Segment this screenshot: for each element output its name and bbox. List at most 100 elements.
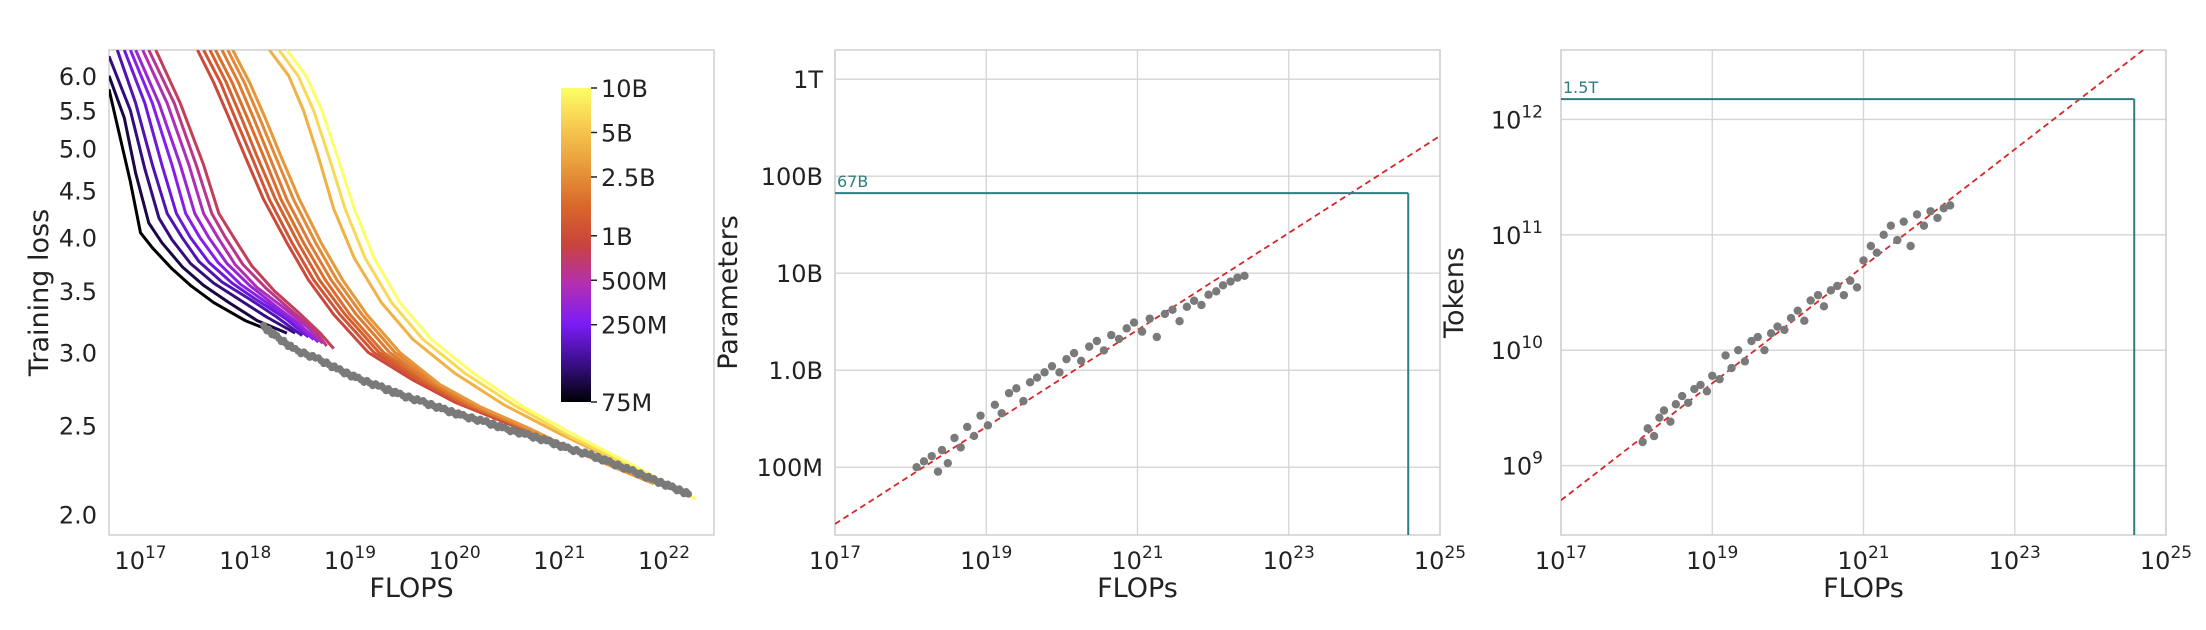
y-tick-label: 4.0 bbox=[59, 225, 97, 253]
y-tick-label: 5.0 bbox=[59, 136, 97, 164]
plot-area bbox=[835, 135, 1440, 535]
data-point bbox=[1099, 346, 1109, 355]
x-tick-label: 1018 bbox=[219, 543, 271, 575]
data-point bbox=[1683, 398, 1693, 407]
optimal-label: 67B bbox=[837, 172, 868, 191]
plot-frame bbox=[108, 49, 715, 536]
data-point bbox=[1702, 387, 1712, 396]
x-tick-label: 1022 bbox=[638, 543, 690, 575]
data-point bbox=[1649, 431, 1659, 441]
data-point bbox=[1152, 332, 1162, 342]
data-point bbox=[1643, 424, 1652, 433]
x-tick-label: 1019 bbox=[1686, 543, 1738, 575]
y-tick-label: 1T bbox=[793, 66, 823, 94]
data-point bbox=[1666, 417, 1675, 426]
frontier-point bbox=[684, 490, 693, 498]
y-tick-label: 3.5 bbox=[59, 278, 97, 306]
x-tick-label: 1021 bbox=[1837, 543, 1889, 575]
y-tick-label: 4.5 bbox=[59, 178, 97, 206]
y-axis-label: Parameters bbox=[713, 215, 744, 370]
data-point bbox=[1766, 329, 1776, 338]
data-point bbox=[1740, 357, 1750, 366]
y-tick-label: 109 bbox=[1502, 449, 1543, 481]
data-point bbox=[1899, 217, 1908, 226]
loss-curve bbox=[134, 50, 320, 344]
colorbar-tick-label: 2.5B bbox=[601, 164, 656, 192]
loss-curve bbox=[109, 75, 288, 335]
y-tick-label: 2.0 bbox=[59, 502, 97, 530]
loss-curve bbox=[268, 50, 673, 491]
data-point bbox=[1753, 332, 1762, 342]
data-point bbox=[1114, 334, 1124, 344]
y-tick-label: 6.0 bbox=[59, 63, 97, 91]
data-point bbox=[912, 462, 921, 472]
data-point bbox=[1886, 221, 1896, 230]
x-axis-label: FLOPs bbox=[1097, 573, 1178, 604]
data-point bbox=[997, 409, 1006, 418]
data-point bbox=[1760, 345, 1769, 355]
plot-frame bbox=[834, 49, 1441, 536]
data-point bbox=[1025, 378, 1035, 387]
data-point bbox=[1793, 306, 1802, 315]
data-point bbox=[1189, 296, 1199, 305]
data-point bbox=[1912, 210, 1922, 219]
data-point bbox=[1047, 361, 1057, 371]
optimal-label: 1.5T bbox=[1563, 78, 1598, 97]
x-tick-label: 1025 bbox=[1414, 543, 1466, 575]
loss-curve bbox=[129, 50, 315, 341]
colorbar-tick-label: 250M bbox=[601, 312, 668, 340]
colorbar-tick-label: 500M bbox=[601, 267, 668, 295]
data-point bbox=[919, 457, 929, 466]
data-point bbox=[1696, 380, 1705, 390]
data-point bbox=[1906, 241, 1915, 251]
loss-curve bbox=[141, 50, 324, 345]
y-tick-label: 5.5 bbox=[59, 98, 97, 126]
data-point bbox=[937, 445, 947, 455]
data-point bbox=[1129, 318, 1139, 327]
data-point bbox=[1226, 277, 1235, 286]
data-point bbox=[976, 411, 985, 420]
x-tick-label: 1023 bbox=[1989, 543, 2041, 575]
data-point bbox=[1655, 413, 1664, 422]
data-point bbox=[1786, 313, 1796, 323]
loss-curve bbox=[109, 55, 296, 335]
data-point bbox=[1638, 437, 1647, 447]
y-tick-label: 1010 bbox=[1491, 333, 1543, 365]
data-point bbox=[1819, 302, 1829, 311]
data-point bbox=[1933, 213, 1942, 223]
loss-curve bbox=[196, 50, 634, 475]
x-tick-label: 1020 bbox=[429, 543, 481, 575]
loss-curve bbox=[122, 50, 310, 339]
loss-curve bbox=[285, 50, 697, 501]
loss-curve bbox=[115, 50, 304, 337]
data-point bbox=[1859, 256, 1868, 265]
data-point bbox=[1715, 375, 1724, 384]
data-point bbox=[1671, 400, 1681, 409]
data-point bbox=[1939, 204, 1948, 213]
data-point bbox=[1747, 336, 1756, 346]
x-tick-label: 1019 bbox=[960, 543, 1012, 575]
data-point bbox=[963, 422, 972, 432]
colorbar-tick-label: 75M bbox=[601, 389, 652, 417]
y-tick-label: 1.0B bbox=[768, 357, 823, 385]
data-point bbox=[1780, 325, 1789, 335]
data-point bbox=[1926, 207, 1935, 216]
y-tick-label: 3.0 bbox=[59, 340, 97, 368]
x-tick-label: 1023 bbox=[1263, 543, 1315, 575]
data-point bbox=[1175, 317, 1184, 326]
data-point bbox=[933, 467, 943, 476]
x-tick-label: 1017 bbox=[1535, 543, 1587, 575]
data-point bbox=[1012, 384, 1021, 393]
data-point bbox=[1806, 296, 1815, 305]
data-point bbox=[1872, 248, 1882, 257]
data-point bbox=[1019, 396, 1028, 406]
data-point bbox=[1107, 330, 1116, 340]
data-point bbox=[927, 451, 936, 461]
colorbar bbox=[561, 88, 591, 402]
x-tick-label: 1021 bbox=[1111, 543, 1163, 575]
data-point bbox=[1852, 283, 1862, 292]
data-point bbox=[1846, 276, 1855, 285]
data-point bbox=[990, 400, 1000, 409]
chart-training-loss: 1017 1018 1019 1020 1021 1022 2.0 2.5 3.0 3.5 4.0 4… bbox=[24, 49, 715, 604]
x-tick-label: 1025 bbox=[2140, 543, 2192, 575]
